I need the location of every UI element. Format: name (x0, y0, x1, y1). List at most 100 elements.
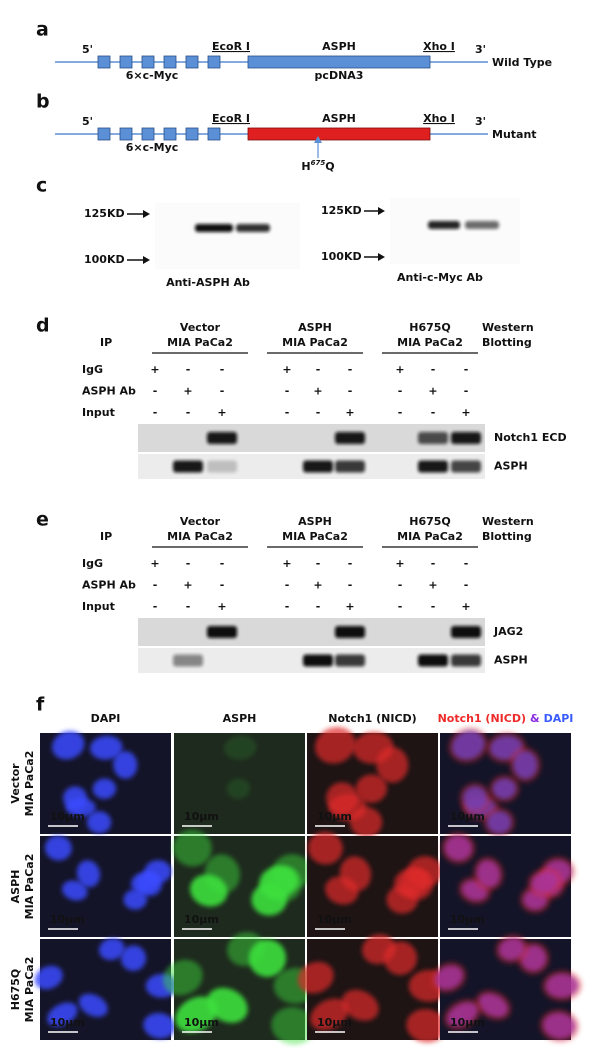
sign: + (282, 363, 291, 376)
sign: - (153, 600, 158, 613)
myc-tag-box (119, 55, 133, 69)
sign: + (217, 600, 226, 613)
myc-tag-box (207, 127, 221, 141)
notch-signal (459, 782, 491, 814)
group-label: MIA PaCa2 (167, 336, 233, 349)
notch-signal (539, 1008, 580, 1043)
sign: + (395, 557, 404, 570)
notch-signal (488, 774, 521, 803)
nucleus (76, 860, 101, 888)
scale-bar-label: 10μm (184, 1016, 219, 1029)
sign: + (461, 600, 470, 613)
band (465, 221, 499, 229)
group-label: H675Q (409, 321, 451, 334)
mutation-suffix: Q (325, 160, 334, 173)
band (335, 626, 365, 638)
scale-bar-label: 10μm (317, 810, 352, 823)
sign: - (398, 406, 403, 419)
scale-bar-label: 10μm (450, 1016, 485, 1029)
sign: - (153, 406, 158, 419)
gene-label: ASPH (322, 40, 356, 53)
blot (155, 203, 300, 269)
sign: - (186, 406, 191, 419)
ip-label: IP (100, 530, 112, 543)
row-label: Vector (9, 763, 22, 804)
asph-signal (226, 778, 251, 799)
column-label: ASPH (223, 712, 257, 725)
blot-label: JAG2 (493, 625, 523, 638)
row-label: Input (82, 600, 115, 613)
five-prime-label: 5' (82, 43, 93, 56)
sign: + (150, 363, 159, 376)
xho-site-label: Xho I (423, 112, 455, 125)
myc-tag-box (163, 127, 177, 141)
notch-signal (362, 934, 396, 965)
ecor-site-label: EcoR I (212, 112, 250, 125)
band (418, 460, 448, 473)
sign: - (316, 600, 321, 613)
band (418, 432, 448, 444)
notch-signal (495, 934, 529, 965)
mutation-arrowhead (314, 136, 322, 143)
sign: - (431, 557, 436, 570)
notch-signal (406, 1008, 447, 1043)
group-label: Vector (180, 515, 221, 528)
scale-bar-label: 10μm (317, 1016, 352, 1029)
sign: - (285, 385, 290, 398)
sign: - (398, 579, 403, 592)
scale-bar-label: 10μm (184, 913, 219, 926)
variant-label: Wild Type (492, 56, 552, 69)
mutation-prefix: H (301, 160, 310, 173)
row-label: ASPH Ab (82, 579, 136, 592)
nucleus (89, 735, 123, 760)
method-label: Western (482, 515, 534, 528)
mutation-label: H675Q (301, 159, 334, 173)
nucleus (34, 965, 63, 990)
panel-letter: d (36, 315, 50, 337)
band (428, 221, 460, 229)
sign: - (316, 363, 321, 376)
asph-signal (223, 735, 257, 760)
sign: + (217, 406, 226, 419)
nucleus (44, 835, 72, 861)
band (451, 626, 481, 638)
sign: - (348, 385, 353, 398)
asph-signal (206, 987, 248, 1023)
notch-signal (541, 969, 583, 1002)
sign: - (186, 363, 191, 376)
asph-insert (247, 127, 431, 141)
sign: - (316, 406, 321, 419)
sign: + (183, 579, 192, 592)
method-label: Blotting (482, 336, 532, 349)
method-label: Blotting (482, 530, 532, 543)
row-label: IgG (82, 557, 103, 570)
notch-signal (474, 989, 512, 1021)
sign: + (313, 579, 322, 592)
scale-bar-label: 10μm (450, 913, 485, 926)
notch-signal (355, 774, 388, 803)
notch-signal (341, 989, 379, 1021)
five-prime-label: 5' (82, 115, 93, 128)
sign: + (345, 600, 354, 613)
asph-insert (247, 55, 431, 69)
ip-label: IP (100, 336, 112, 349)
band (451, 432, 481, 444)
myc-tag-box (207, 55, 221, 69)
group-label: MIA PaCa2 (167, 530, 233, 543)
marker-arrowhead (143, 256, 150, 264)
marker-arrowhead (378, 207, 385, 215)
sign: - (285, 579, 290, 592)
nucleus (86, 811, 112, 834)
marker-label: 125KD (321, 204, 362, 217)
band (207, 626, 237, 638)
band (173, 654, 203, 667)
row-label: H675Q (9, 969, 22, 1011)
notch-signal (430, 961, 467, 994)
notch-signal (307, 831, 343, 865)
group-label: H675Q (409, 515, 451, 528)
band (335, 460, 365, 473)
band (195, 224, 233, 232)
scale-bar-label: 10μm (50, 1016, 85, 1029)
sign: - (398, 385, 403, 398)
notch-signal (443, 998, 482, 1031)
